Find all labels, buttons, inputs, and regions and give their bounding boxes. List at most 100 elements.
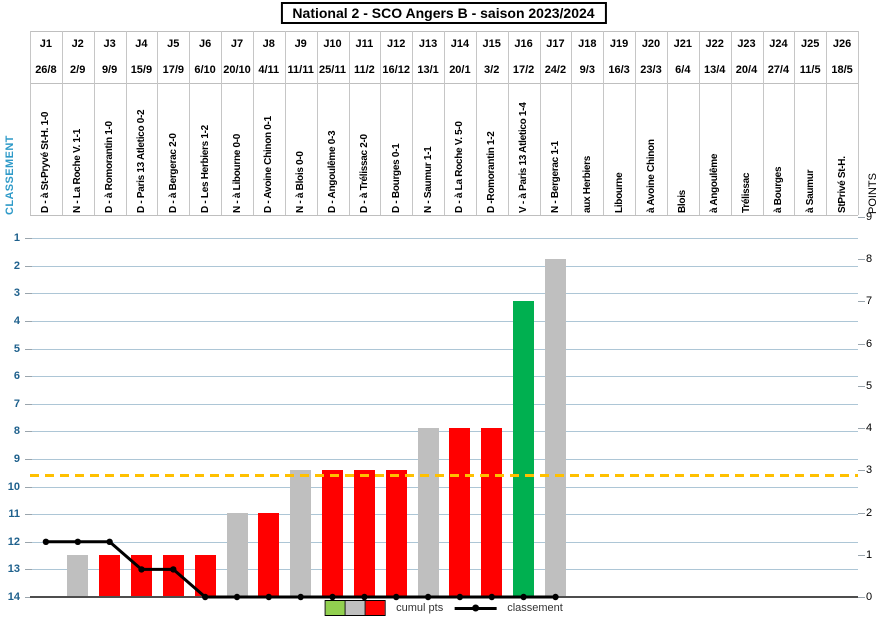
match-result-label: Trélissac	[741, 172, 752, 213]
matchday-date: 25/11	[319, 64, 346, 76]
column-divider	[858, 31, 859, 215]
gridline	[30, 293, 858, 295]
match-result-label: à Bourges	[772, 166, 784, 213]
points-tick-label: 7	[866, 295, 873, 308]
classement-tick-mark	[25, 348, 32, 350]
points-tick-mark	[858, 470, 865, 472]
points-tick-mark	[858, 217, 865, 218]
matchday-date: 11/2	[353, 64, 375, 76]
column-divider	[284, 31, 286, 215]
points-tick-label: 9	[866, 211, 873, 223]
cumul-pts-bar	[226, 512, 248, 597]
classement-tick-label: 2	[13, 259, 20, 272]
match-result-label: D - Bourges 0-1	[390, 143, 402, 213]
match-result-label: D -Romorantin 1-2	[486, 131, 498, 213]
classement-tick-mark	[25, 569, 32, 571]
match-result-label: D - à Romorantin 1-0	[104, 121, 116, 213]
cumul-pts-bar	[353, 470, 375, 597]
match-result-label: D - Paris 13 Atletico 0-2	[136, 109, 147, 213]
classement-tick-label: 6	[13, 370, 20, 383]
column-divider	[444, 31, 445, 215]
column-divider	[157, 31, 159, 215]
classement-tick-mark	[25, 403, 32, 405]
matchday-date: 15/9	[130, 64, 153, 76]
matchday-date: 18/5	[831, 64, 853, 76]
matchday-label: J1	[39, 38, 53, 50]
match-result-label: Libourne	[613, 172, 625, 213]
classement-tick-label: 3	[13, 287, 20, 300]
matchday-label: J16	[514, 38, 533, 50]
column-divider	[475, 31, 477, 215]
classement-tick-mark	[25, 486, 32, 488]
classement-tick-mark	[25, 376, 32, 378]
match-result-label: N - à Libourne 0-0	[231, 133, 243, 213]
matchday-date: 2/9	[70, 64, 86, 76]
matchday-date: 26/8	[35, 64, 57, 76]
gridline	[30, 238, 858, 239]
gridline	[30, 265, 858, 267]
classement-tick-label: 14	[7, 591, 20, 603]
column-divider	[730, 31, 732, 215]
points-tick-mark	[858, 259, 865, 261]
match-result-label: N - La Roche V. 1-1	[72, 129, 84, 213]
classement-tick-label: 1	[13, 232, 20, 244]
cumul-pts-bar	[99, 554, 121, 597]
matchday-date: 20/4	[735, 64, 758, 76]
legend-bar-swatches	[324, 600, 386, 616]
points-tick-mark	[858, 385, 865, 387]
classement-tick-label: 12	[7, 535, 20, 548]
matchday-date: 13/1	[417, 64, 439, 76]
classement-tick-mark	[25, 431, 32, 433]
column-divider	[125, 31, 127, 215]
gridline	[30, 569, 858, 571]
match-result-label: V - à Paris 13 Atletico 1-4	[518, 102, 530, 213]
matchday-label: J17	[546, 38, 565, 50]
column-divider	[252, 31, 254, 215]
gridline	[30, 514, 858, 516]
matchday-label: J11	[355, 38, 374, 50]
matchday-date: 20/10	[223, 64, 251, 76]
legend: cumul pts classement	[324, 600, 563, 616]
legend-line-label: classement	[507, 602, 563, 614]
classement-tick-label: 13	[7, 563, 20, 576]
classement-tick-label: 4	[13, 314, 20, 327]
column-divider	[412, 31, 414, 215]
gridline	[30, 376, 858, 378]
cumul-pts-bar	[385, 470, 407, 597]
gridline	[30, 403, 858, 405]
points-tick-label: 6	[866, 337, 873, 350]
cumul-pts-bar	[513, 301, 535, 597]
matchday-label: J12	[387, 38, 406, 50]
legend-line-marker	[454, 606, 497, 610]
points-tick-label: 0	[866, 591, 873, 603]
matchday-date: 17/2	[512, 64, 535, 76]
cumul-pts-bar	[545, 259, 566, 597]
points-tick-mark	[858, 554, 865, 556]
match-result-label: N - à Blois 0-0	[295, 151, 307, 213]
matchday-date: 16/12	[382, 64, 410, 76]
column-divider	[698, 31, 700, 215]
matchday-label: J26	[832, 38, 852, 50]
column-divider	[93, 31, 95, 215]
match-result-label: D - Les Herbiers 1-2	[199, 125, 211, 213]
matchday-label: J10	[323, 38, 342, 50]
match-result-label: D - à La Roche V. 5-0	[454, 121, 466, 213]
matchday-label: J4	[135, 38, 148, 50]
column-divider	[826, 31, 828, 215]
classement-tick-mark	[25, 238, 32, 239]
matchday-label: J19	[609, 38, 629, 50]
matchday-label: J21	[673, 38, 692, 50]
cumul-pts-bar	[194, 554, 216, 597]
legend-swatch-win	[325, 601, 346, 615]
points-tick-label: 5	[866, 379, 873, 392]
match-result-label: N - Bergerac 1-1	[550, 141, 561, 213]
matchday-label: J24	[769, 38, 788, 50]
points-tick-label: 3	[866, 464, 873, 477]
column-divider	[794, 31, 796, 215]
cumul-pts-bar	[162, 554, 184, 597]
matchday-label: J25	[801, 38, 820, 50]
match-result-label: D - à Trélissac 2-0	[358, 134, 370, 213]
matchday-date: 3/2	[484, 64, 500, 76]
matchday-label: J22	[705, 38, 724, 50]
